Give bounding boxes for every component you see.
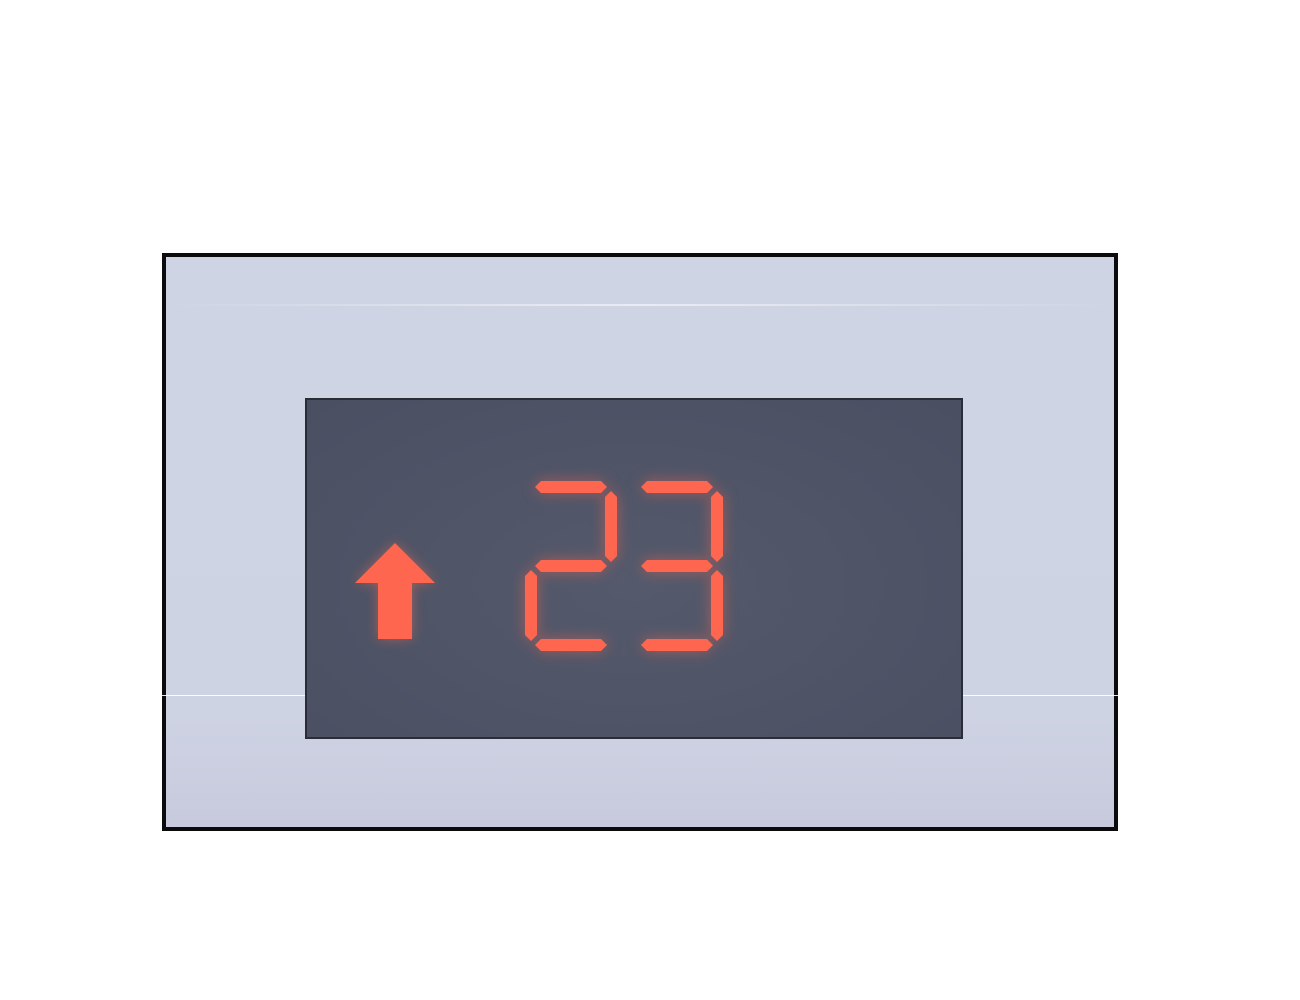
floor-number [525, 481, 723, 651]
panel-seam [166, 304, 1114, 306]
segment-b [605, 491, 617, 562]
display-screen [305, 398, 963, 739]
floor-digit-ones [641, 481, 723, 651]
segment-d [535, 639, 607, 651]
segment-g [535, 560, 607, 572]
segment-g [641, 560, 713, 572]
segment-b [711, 491, 723, 562]
segment-e [525, 570, 537, 641]
segment-d [641, 639, 713, 651]
elevator-indicator-panel [158, 253, 1122, 831]
segment-c [711, 570, 723, 641]
segment-a [535, 481, 607, 493]
arrow-up-icon [355, 543, 435, 639]
floor-digit-tens [525, 481, 617, 651]
segment-a [641, 481, 713, 493]
